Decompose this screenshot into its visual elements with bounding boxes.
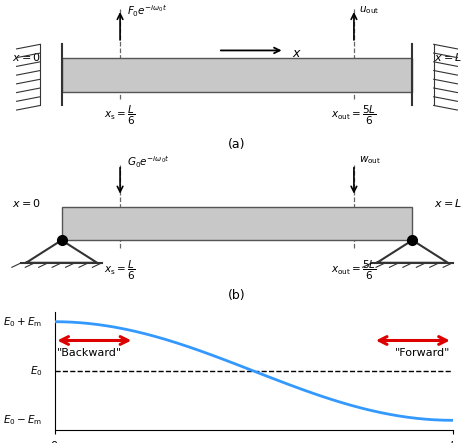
Text: (a): (a) <box>228 138 246 152</box>
Bar <box>62 207 412 240</box>
Text: $x_{\mathrm{s}} = \dfrac{L}{6}$: $x_{\mathrm{s}} = \dfrac{L}{6}$ <box>104 104 136 127</box>
Text: $x = L$: $x = L$ <box>434 51 462 62</box>
Text: $x = L$: $x = L$ <box>434 197 462 209</box>
Text: $E_0 - E_{\mathrm{m}}$: $E_0 - E_{\mathrm{m}}$ <box>3 413 43 427</box>
Text: $E_0$: $E_0$ <box>30 364 43 378</box>
Text: $F_0 e^{-i\omega_0 t}$: $F_0 e^{-i\omega_0 t}$ <box>127 4 168 19</box>
Text: $x$: $x$ <box>292 47 301 60</box>
Text: $w_{\mathrm{out}}$: $w_{\mathrm{out}}$ <box>359 154 381 166</box>
Text: "Forward": "Forward" <box>395 347 451 358</box>
Text: $x_{\mathrm{out}} = \dfrac{5L}{6}$: $x_{\mathrm{out}} = \dfrac{5L}{6}$ <box>331 258 377 281</box>
Text: "Backward": "Backward" <box>56 347 122 358</box>
Text: $x = 0$: $x = 0$ <box>12 51 40 62</box>
Text: $x = 0$: $x = 0$ <box>12 197 40 209</box>
Text: $x_{\mathrm{out}} = \dfrac{5L}{6}$: $x_{\mathrm{out}} = \dfrac{5L}{6}$ <box>331 104 377 127</box>
Text: $E_0 + E_{\mathrm{m}}$: $E_0 + E_{\mathrm{m}}$ <box>3 315 43 329</box>
Text: $u_{\mathrm{out}}$: $u_{\mathrm{out}}$ <box>359 4 379 16</box>
Text: (b): (b) <box>228 289 246 302</box>
Text: $x_{\mathrm{s}} = \dfrac{L}{6}$: $x_{\mathrm{s}} = \dfrac{L}{6}$ <box>104 258 136 281</box>
Text: $G_0 e^{-i\omega_0 t}$: $G_0 e^{-i\omega_0 t}$ <box>127 154 170 170</box>
Bar <box>62 58 412 92</box>
